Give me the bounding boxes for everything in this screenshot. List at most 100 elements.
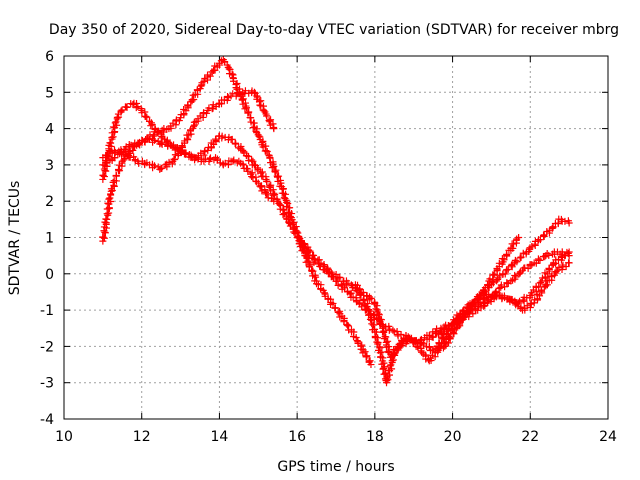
y-tick-label: -2 <box>40 339 54 355</box>
y-tick-label: 2 <box>45 194 54 210</box>
data-point-trail <box>255 132 263 140</box>
data-point-trail <box>545 251 553 259</box>
data-point-trail <box>158 164 166 172</box>
data-point-trail <box>552 268 560 276</box>
data-point-trail <box>438 334 446 342</box>
data-point <box>153 128 161 136</box>
data-point-trail <box>372 305 380 313</box>
data-point-trail <box>305 262 313 270</box>
data-point-trail <box>310 259 318 267</box>
data-point-trail <box>548 224 556 232</box>
data-point-trail <box>165 158 173 166</box>
data-point-trail <box>105 195 113 203</box>
data-point-trail <box>265 116 273 124</box>
y-tick-label: 0 <box>45 267 54 283</box>
data-point-trail <box>300 244 308 252</box>
data-point-trail <box>230 156 238 164</box>
data-point-trail <box>197 82 205 90</box>
data-point-trail <box>434 348 442 356</box>
series-track-8 <box>433 248 573 350</box>
x-tick-label: 14 <box>211 429 229 445</box>
data-point-trail <box>103 152 111 160</box>
data-point-trail <box>474 296 482 304</box>
data-point-trail <box>358 341 366 349</box>
data-point-trail <box>232 140 240 148</box>
data-point-trail <box>150 162 158 170</box>
data-point-trail <box>112 118 120 126</box>
data-point <box>565 248 573 256</box>
data-point-trail <box>173 144 181 152</box>
data-point-trail <box>549 224 557 232</box>
data-point-trail <box>229 157 237 165</box>
data-point-trail <box>384 337 392 345</box>
data-point-trail <box>184 136 192 144</box>
data-point-trail <box>233 90 241 98</box>
data-point-trail <box>409 338 417 346</box>
data-point <box>565 259 573 267</box>
data-point-trail <box>279 211 287 219</box>
data-point-trail <box>114 165 122 173</box>
data-point-trail <box>120 156 128 164</box>
data-point-trail <box>389 356 397 364</box>
data-point-trail <box>263 147 271 155</box>
x-tick-label: 24 <box>599 429 617 445</box>
data-point-trail <box>372 328 380 336</box>
data-point-trail <box>269 191 277 199</box>
data-point-trail <box>263 178 271 186</box>
data-point-trail <box>143 113 151 121</box>
data-point-trail <box>474 302 482 310</box>
data-point-trail <box>190 122 198 130</box>
data-point-trail <box>367 294 375 302</box>
grid-lines <box>64 56 608 419</box>
data-point-trail <box>102 215 110 223</box>
x-axis-label: GPS time / hours <box>277 459 394 475</box>
data-point-trail <box>103 159 111 167</box>
data-point-trail <box>111 119 119 127</box>
data-point-trail <box>329 299 337 307</box>
data-point-trail <box>425 343 433 351</box>
x-tick-label: 20 <box>444 429 462 445</box>
data-point-trail <box>240 148 248 156</box>
data-point-trail <box>378 348 386 356</box>
y-tick-label: 1 <box>45 231 54 247</box>
data-point-trail <box>334 308 342 316</box>
data-point-trail <box>362 353 370 361</box>
data-point-trail <box>206 72 214 80</box>
y-tick-label: 4 <box>45 122 54 138</box>
data-point-trail <box>389 326 397 334</box>
data-point-trail <box>517 254 525 262</box>
data-point-trail <box>384 376 392 384</box>
data-point-trail <box>397 330 405 338</box>
data-point-trail <box>536 256 544 264</box>
y-tick-label: -1 <box>40 303 54 319</box>
data-point-trail <box>265 182 273 190</box>
data-point <box>122 103 130 111</box>
y-tick-label: -3 <box>40 376 54 392</box>
data-point <box>507 277 515 285</box>
data-point-trail <box>285 218 293 226</box>
data-point-trail <box>388 365 396 373</box>
data-point-trail <box>232 84 240 92</box>
series-track-6 <box>351 248 573 387</box>
x-tick-label: 10 <box>55 429 73 445</box>
data-point-trail <box>158 140 166 148</box>
data-point-trail <box>257 183 265 191</box>
data-point <box>561 252 569 260</box>
data-point-trail <box>184 102 192 110</box>
data-point-trail <box>511 256 519 264</box>
data-point-trail <box>141 112 149 120</box>
data-point-trail <box>100 173 108 181</box>
data-point-trail <box>270 162 278 170</box>
data-point-trail <box>113 113 121 121</box>
data-point-trail <box>536 236 544 244</box>
data-point-trail <box>248 173 256 181</box>
data-point-trail <box>554 256 562 264</box>
data-point-trail <box>420 339 428 347</box>
data-point-trail <box>206 155 214 163</box>
data-point-trail <box>116 150 124 158</box>
data-point-trail <box>99 233 107 241</box>
data-point-trail <box>150 136 158 144</box>
data-point <box>270 125 278 133</box>
